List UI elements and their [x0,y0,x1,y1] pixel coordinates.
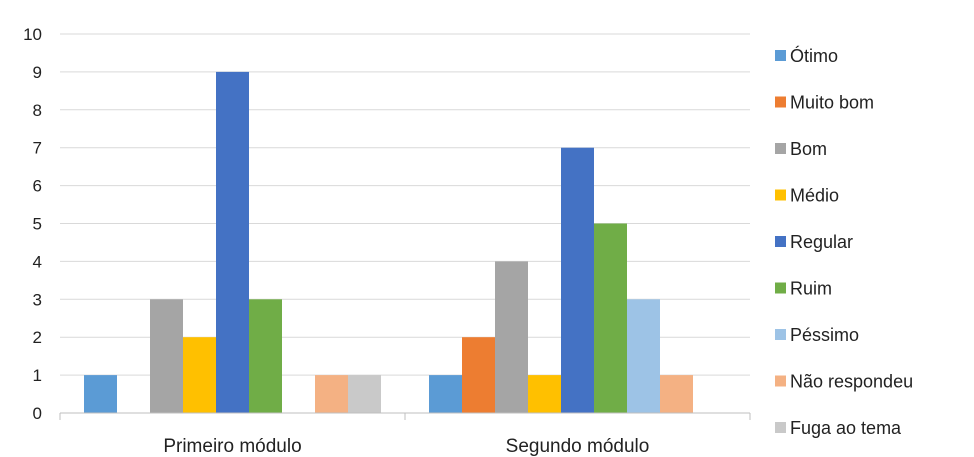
y-tick-label: 8 [33,101,42,120]
x-axis: Primeiro módulo Segundo módulo [59,412,751,457]
bar-5-2 [561,147,594,413]
bar-9-1 [348,375,381,413]
bars [84,71,693,414]
bar-8-1 [315,375,348,413]
x-category-label: Primeiro módulo [163,436,301,457]
legend-item: Ruim [775,279,832,299]
y-tick-label: 4 [33,252,42,271]
bar-6-2 [594,223,627,413]
y-tick-label: 9 [33,63,42,82]
legend-item: Regular [775,232,853,252]
x-category-label: Segundo módulo [506,436,650,457]
legend-label: Fuga ao tema [790,418,902,438]
y-tick-label: 5 [33,215,42,234]
legend-label: Ruim [790,279,832,299]
legend-swatch [775,189,786,201]
y-tick-label: 0 [33,404,42,423]
legend-label: Regular [790,232,853,252]
bar-4-2 [528,375,561,413]
legend-label: Não respondeu [790,372,913,392]
y-tick-label: 2 [33,328,42,347]
legend-label: Bom [790,139,827,159]
bar-5-1 [216,71,249,414]
bar-1-1 [84,375,117,413]
legend-item: Médio [775,186,839,206]
bar-7-2 [627,299,660,413]
y-tick-label: 7 [33,139,42,158]
legend-swatch [775,236,786,247]
bar-2-2 [462,337,495,413]
y-tick-label: 10 [23,25,42,44]
bar-3-2 [495,261,528,413]
legend-item: Muito bom [775,93,874,113]
legend-label: Ótimo [790,45,838,66]
legend-swatch [775,143,786,154]
legend-item: Bom [775,139,827,159]
legend-swatch [775,282,786,294]
legend-label: Médio [790,186,839,206]
bar-1-2 [429,375,462,413]
bar-3-1 [150,299,183,413]
y-axis: 0 1 2 3 4 5 6 7 8 9 10 [23,25,42,423]
legend-item: Péssimo [775,325,859,345]
y-tick-label: 1 [33,366,42,385]
legend-swatch [775,96,786,108]
bar-8-2 [660,375,693,413]
legend-swatch [775,375,786,387]
y-tick-label: 3 [33,290,42,309]
legend-swatch [775,50,786,61]
y-tick-label: 6 [33,177,42,196]
bar-6-1 [249,299,282,413]
legend-swatch [775,422,786,433]
legend-item: Fuga ao tema [775,418,902,438]
legend-item: Ótimo [775,45,838,66]
legend-swatch [775,329,786,340]
legend: Ótimo Muito bom Bom Médio Regular Ruim Péssimo… [775,45,913,438]
legend-label: Muito bom [790,93,874,113]
legend-item: Não respondeu [775,372,913,392]
legend-label: Péssimo [790,325,859,345]
bar-4-1 [183,337,216,413]
